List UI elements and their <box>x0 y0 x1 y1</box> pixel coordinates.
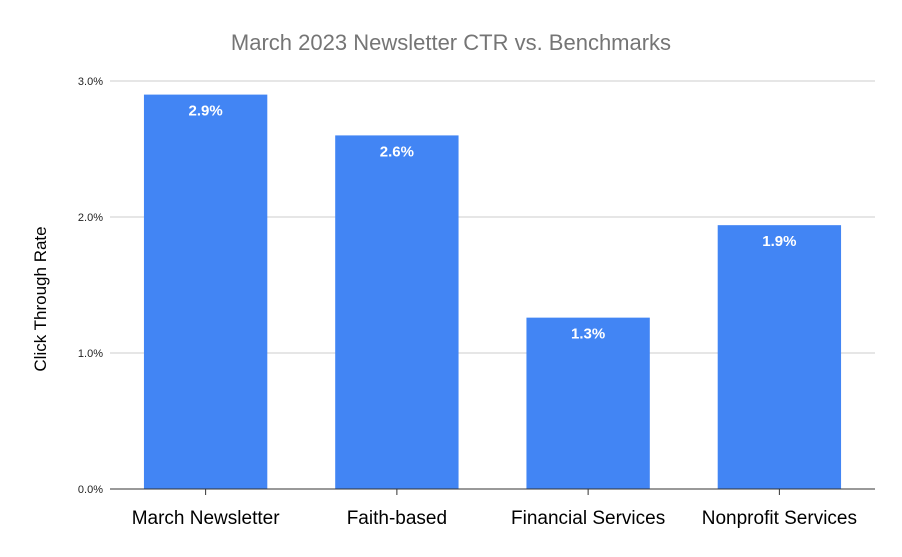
bar-data-label: 2.6% <box>380 143 414 160</box>
bar-data-label: 2.9% <box>189 103 223 120</box>
y-tick-label: 1.0% <box>78 348 103 360</box>
bar-data-label: 1.3% <box>571 326 605 343</box>
y-axis-label: Click Through Rate <box>31 226 50 371</box>
bar-data-label: 1.9% <box>762 233 796 250</box>
y-axis-ticks: 0.0% 1.0% 2.0% 3.0% <box>78 76 103 496</box>
bar <box>335 135 459 489</box>
bars: 2.9% 2.6% 1.3% 1.9% <box>143 94 842 489</box>
y-tick-label: 3.0% <box>78 76 103 88</box>
x-tick-label: Nonprofit Services <box>702 508 857 529</box>
x-tick-label: Financial Services <box>511 508 665 529</box>
chart-title: March 2023 Newsletter CTR vs. Benchmarks <box>231 30 671 55</box>
x-tick-label: March Newsletter <box>132 508 280 529</box>
bar <box>717 225 842 489</box>
y-tick-label: 0.0% <box>78 484 103 496</box>
bar <box>143 94 268 489</box>
x-tick-label: Faith-based <box>347 508 447 529</box>
y-tick-label: 2.0% <box>78 212 103 224</box>
bar <box>526 317 650 489</box>
x-axis-ticks: March Newsletter Faith-based Financial Ser… <box>110 488 875 529</box>
